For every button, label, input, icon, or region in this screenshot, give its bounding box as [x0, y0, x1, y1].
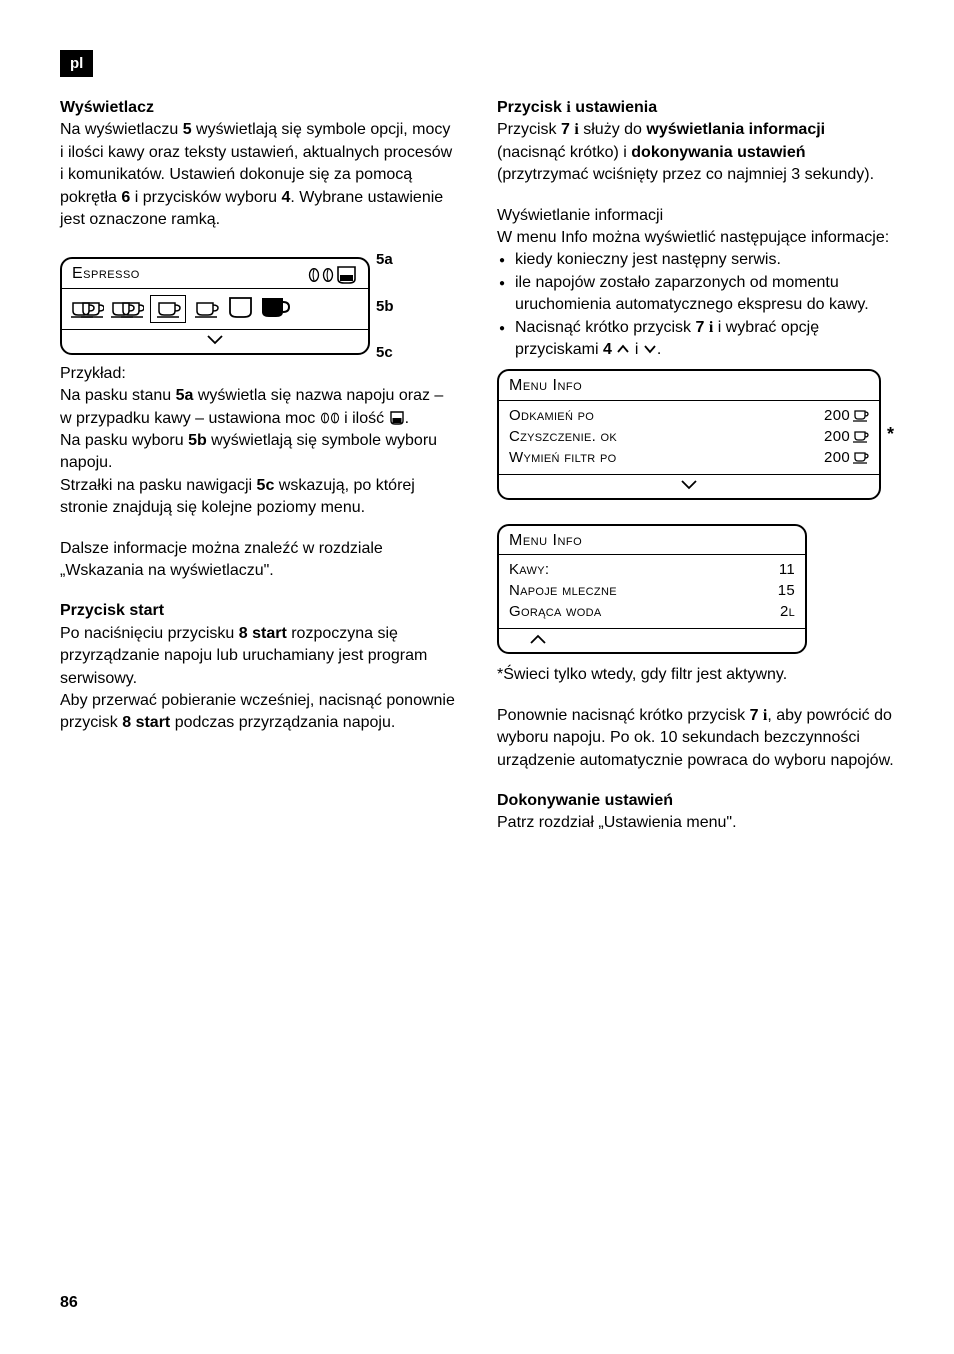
language-label: pl	[60, 50, 93, 77]
espresso-double-icon	[70, 296, 104, 322]
right-p3: Ponownie nacisnąć krótko przycisk 7 i, a…	[497, 705, 894, 772]
menu2-r3: Gorąca woda	[509, 601, 601, 622]
left-heading-1: Wyświetlacz	[60, 97, 457, 119]
page-number: 86	[60, 1292, 78, 1314]
chevron-down-icon	[680, 479, 698, 491]
menu2-v1: 11	[779, 559, 795, 580]
left-p2: Na pasku stanu 5a wyświetla się nazwa na…	[60, 385, 457, 430]
bean-icon	[322, 267, 334, 283]
left-p7: Aby przerwać pobieranie wcześniej, nacis…	[60, 690, 457, 735]
cup-icon	[155, 298, 181, 320]
menu2-title-text: Menu Info	[509, 530, 582, 552]
status-bar: Espresso	[62, 259, 368, 288]
cup-handle-icon	[192, 296, 222, 322]
drink-name: Espresso	[72, 263, 140, 285]
menu1-v3: 200	[824, 447, 850, 468]
chevron-down-icon	[643, 344, 657, 354]
menu2-title: Menu Info	[499, 526, 805, 555]
cup-fill-icon	[389, 410, 405, 426]
asterisk: *	[881, 422, 894, 447]
star-note: *Świeci tylko wtedy, gdy filtr jest akty…	[497, 664, 894, 686]
bullet-3: Nacisnąć krótko przycisk 7 i i wybrać op…	[515, 317, 894, 362]
menu2-nav	[499, 628, 805, 652]
right-p4: Patrz rozdział „Ustawienia menu".	[497, 812, 894, 834]
menu1-title: Menu Info	[499, 371, 879, 400]
right-column: Przycisk i ustawienia Przycisk 7 i służy…	[497, 97, 894, 835]
mug-outline-icon	[228, 296, 254, 322]
menu1-r2: Czyszczenie. ok	[509, 426, 617, 447]
menu1-v1: 200	[824, 405, 850, 426]
left-p6: Po naciśnięciu przycisku 8 start rozpocz…	[60, 623, 457, 690]
bullet-2: ile napojów zostało zaparzonych od momen…	[515, 272, 894, 317]
menu1-r3: Wymień filtr po	[509, 447, 616, 468]
left-p3: Na pasku wyboru 5b wyświetlają się symbo…	[60, 430, 457, 475]
menu2-r2: Napoje mleczne	[509, 580, 617, 601]
selected-drink	[150, 295, 186, 323]
left-p5: Dalsze informacje można znaleźć w rozdzi…	[60, 538, 457, 583]
nav-bar	[62, 329, 368, 353]
cup-fill-icon	[336, 265, 358, 285]
bean-icon	[330, 411, 340, 425]
bean-icon	[320, 411, 330, 425]
right-heading-1: Przycisk i ustawienia	[497, 97, 894, 119]
tinycup-icon	[853, 450, 869, 465]
menu1-r1: Odkamień po	[509, 405, 594, 426]
example-display: Espresso	[60, 257, 370, 355]
info-lead: Wyświetlanie informacji	[497, 205, 894, 227]
tinycup-icon	[853, 408, 869, 423]
left-heading-2: Przycisk start	[60, 600, 457, 622]
selection-bar	[62, 289, 368, 329]
label-5a: 5a	[376, 249, 394, 270]
label-5b: 5b	[376, 296, 394, 317]
left-p4: Strzałki na pasku nawigacji 5c wskazują,…	[60, 475, 457, 520]
menu1-v2: 200	[824, 426, 850, 447]
tinycup-icon	[853, 429, 869, 444]
chevron-up-icon	[616, 344, 630, 354]
example-lead: Przykład:	[60, 363, 457, 385]
left-column: Wyświetlacz Na wyświetlaczu 5 wyświetlaj…	[60, 97, 457, 835]
label-5c: 5c	[376, 342, 394, 363]
menu-info-1: Menu Info Odkamień po 200 Czyszczenie. ok…	[497, 369, 881, 500]
menu2-v2: 15	[778, 580, 795, 601]
chevron-down-icon	[206, 334, 224, 346]
bullet-1: kiedy konieczny jest następny serwis.	[515, 249, 894, 271]
menu2-r1: Kawy:	[509, 559, 549, 580]
bean-icon	[308, 267, 320, 283]
mug-solid-icon	[260, 296, 290, 322]
menu1-nav	[499, 474, 879, 498]
right-heading-2: Dokonywanie ustawień	[497, 790, 894, 812]
chevron-up-icon	[529, 633, 547, 645]
right-p2: W menu Info można wyświetlić następujące…	[497, 227, 894, 249]
menu2-v3: 2l	[780, 601, 795, 622]
right-p1: Przycisk 7 i służy do wyświetlania infor…	[497, 119, 894, 186]
menu1-title-text: Menu Info	[509, 375, 582, 397]
espresso-double-handle-icon	[110, 296, 144, 322]
left-p1: Na wyświetlaczu 5 wyświetlają się symbol…	[60, 119, 457, 231]
menu-info-2: Menu Info Kawy: 11 Napoje mleczne 15 Gorąc…	[497, 524, 807, 655]
